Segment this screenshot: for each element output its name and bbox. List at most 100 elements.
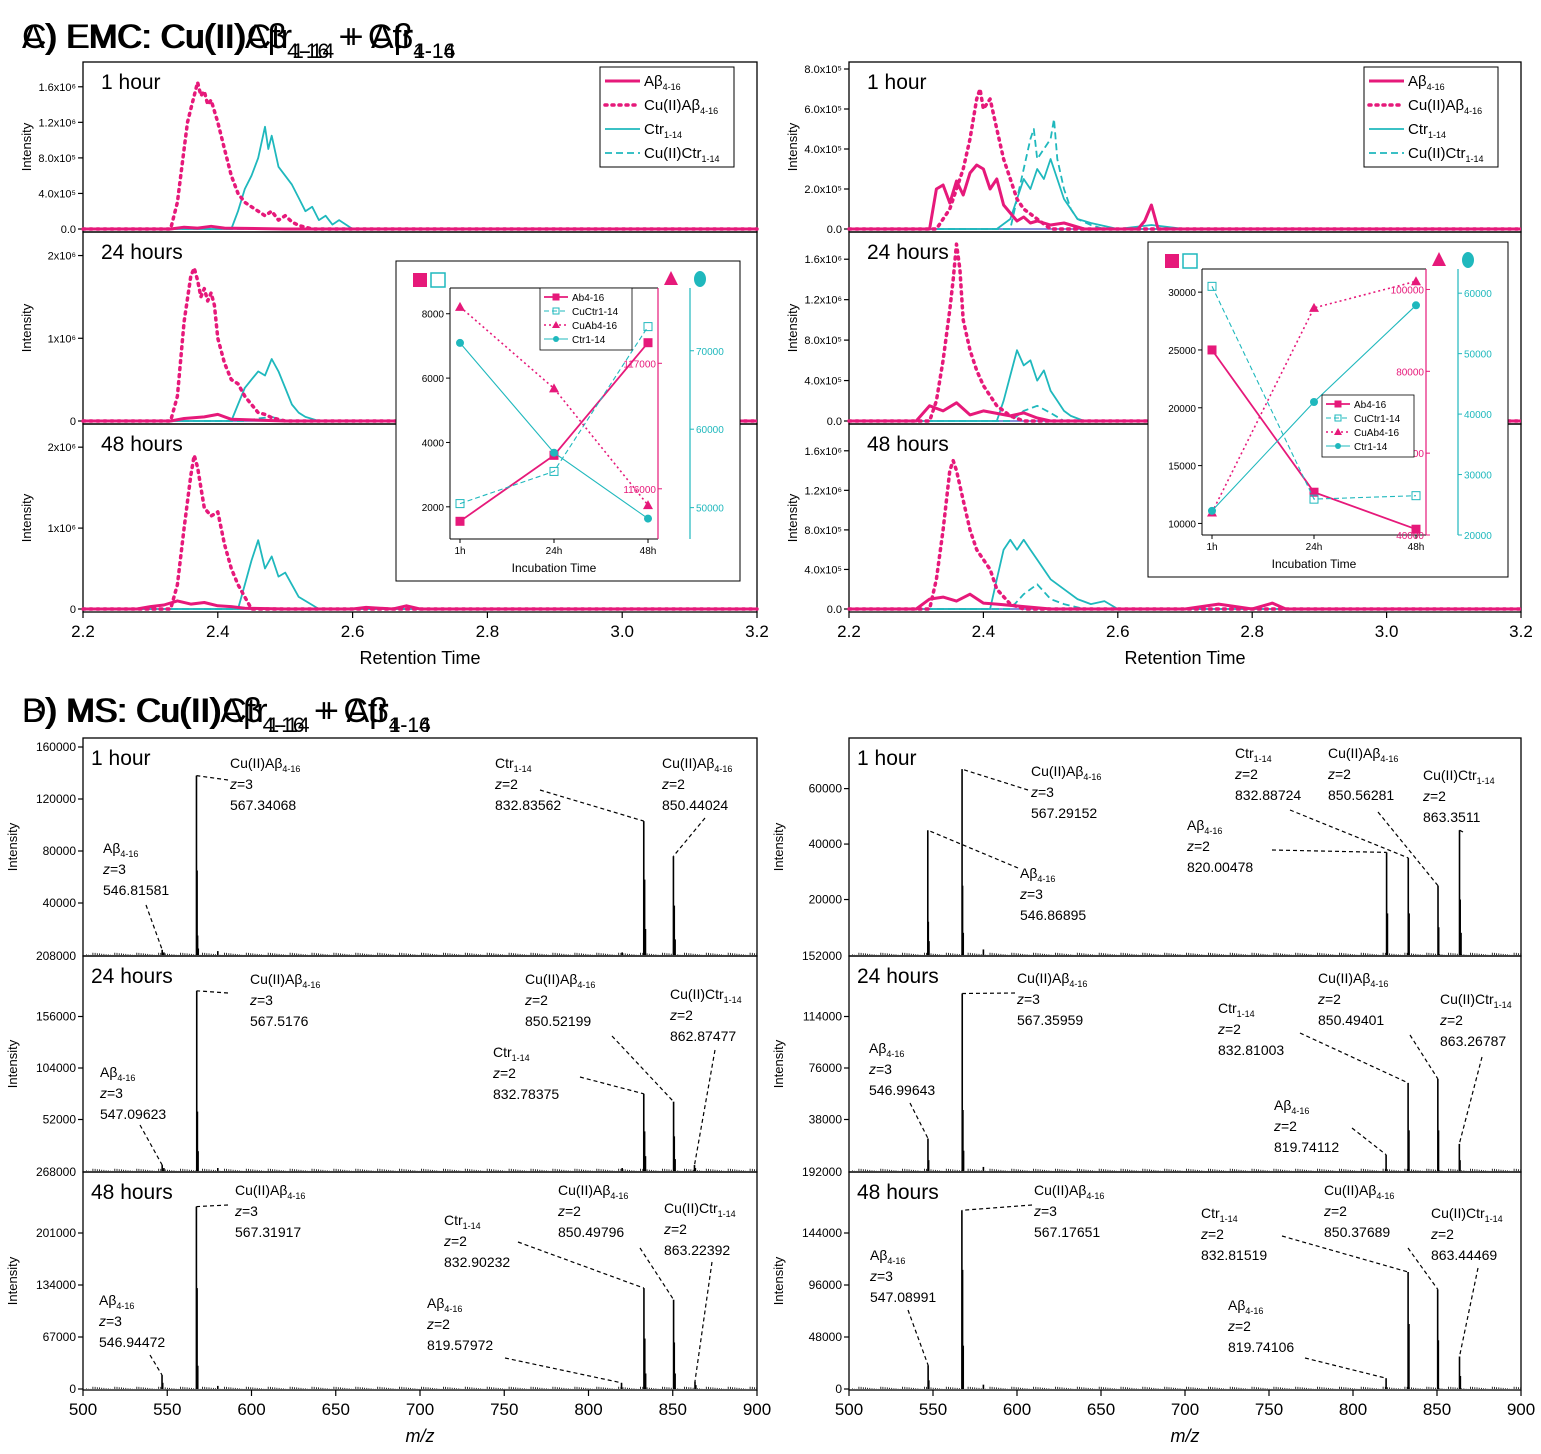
peak-species-label: Cu(II)Aβ4-16 [250, 971, 320, 990]
y-tick-label: 1x10⁶ [48, 523, 76, 535]
y-tick-label: 0.0 [827, 224, 842, 236]
peak-mz-label: 567.31917 [235, 1224, 301, 1240]
inset-cyan-tick-label: 40000 [1464, 410, 1492, 421]
series-line [81, 266, 759, 423]
inset-point [644, 514, 652, 523]
y-tick-label: 208000 [36, 949, 76, 963]
x-tick-label: 850 [1423, 1400, 1451, 1419]
triangle-marker-icon [1432, 252, 1446, 266]
x-tick-label: 3.2 [745, 622, 769, 641]
peak-mz-label: 547.09623 [100, 1106, 166, 1122]
inset-legend-entry: CuCtr1-14 [572, 307, 619, 318]
peak-species-label: Ctr1-14 [495, 755, 532, 774]
peak-charge-label: z=2 [1422, 788, 1446, 804]
emc-subplot: 0.0 2.0x10⁵ 4.0x10⁵ 6.0x10⁵ 8.0x10⁵ Intensity… [785, 61, 1523, 236]
peak-charge-label: z=3 [1019, 886, 1043, 902]
peak-species-label: Aβ4-16 [100, 1064, 135, 1083]
peak-charge-label: z=2 [426, 1316, 450, 1332]
peak-species-label: Cu(II)Ctr1-14 [1431, 1205, 1503, 1224]
peak-mz-label: 832.81003 [1218, 1042, 1284, 1058]
peak-mz-label: 547.08991 [870, 1289, 936, 1305]
inset-point [456, 338, 464, 347]
y-tick-label: 201000 [36, 1226, 76, 1240]
peak-mz-label: 819.57972 [427, 1337, 493, 1353]
y-tick-label: 1.2x10⁶ [38, 117, 76, 129]
ms-subplot: 38000 76000 114000 192000 Intensity 24 hours C… [771, 955, 1522, 1179]
plot-frame [848, 955, 1522, 1173]
inset-y-tick-label: 8000 [422, 310, 445, 321]
peak-species-label: Aβ4-16 [869, 1040, 904, 1059]
inset-pink-tick-label: 40000 [1396, 531, 1424, 542]
peak-charge-label: z=3 [229, 776, 253, 792]
inset-legend-entry: Ctr1-14 [572, 335, 606, 346]
inset-point [455, 301, 465, 311]
series-line [83, 224, 757, 231]
x-tick-label: 3.0 [610, 622, 634, 641]
annotation-leader [639, 1247, 675, 1301]
peak-mz-label: 832.78375 [493, 1086, 559, 1102]
peak-charge-label: z=3 [249, 992, 273, 1008]
subplot-time-label: 1 hour [857, 747, 917, 770]
peak-charge-label: z=2 [1439, 1012, 1463, 1028]
y-tick-label: 4.0x10⁵ [804, 564, 842, 576]
triangle-marker-icon [664, 271, 678, 285]
inset-point [1309, 494, 1319, 504]
inset-point [455, 499, 465, 509]
y-tick-label: 0.0 [827, 416, 842, 428]
annotation-leader [694, 1261, 713, 1382]
peak-mz-label: 567.34068 [230, 797, 296, 813]
peak-mz-label: 850.44024 [662, 797, 728, 813]
annotation-leader [1299, 1032, 1409, 1084]
y-tick-label: 104000 [36, 1061, 76, 1075]
inset-point [550, 448, 558, 457]
peak-species-label: Aβ4-16 [870, 1247, 905, 1266]
peak-mz-label: 850.52199 [525, 1013, 591, 1029]
y-tick-label: 6.0x10⁵ [804, 104, 842, 116]
y-axis-label: Intensity [771, 1256, 786, 1305]
inset-series-line [1211, 280, 1417, 513]
x-tick-label: 2.4 [972, 622, 996, 641]
annotation-leader [909, 1102, 929, 1139]
y-tick-label: 0 [835, 1382, 842, 1396]
annotation-leader [517, 1241, 645, 1289]
annotation-leader [579, 1076, 644, 1095]
peak-charge-label: z=2 [524, 992, 548, 1008]
annotation-leader [196, 990, 229, 994]
peak-charge-label: z=3 [869, 1268, 893, 1284]
peak-charge-label: z=3 [868, 1061, 892, 1077]
inset-legend-entry: CuAb4-16 [572, 321, 617, 332]
peak-charge-label: z=3 [99, 1085, 123, 1101]
open-square-marker-icon [1182, 253, 1198, 269]
inset-cyan-tick-label: 20000 [1464, 531, 1492, 542]
inset-point [1309, 302, 1319, 312]
x-tick-label: 700 [406, 1400, 434, 1419]
subplot-time-label: 1 hour [91, 747, 151, 770]
peak-charge-label: z=2 [663, 1221, 687, 1237]
x-tick-label: 2.2 [71, 622, 95, 641]
peak-charge-label: z=3 [1016, 991, 1040, 1007]
emc-subplot: 0.0 4.0x10⁵ 8.0x10⁵ 1.2x10⁶ 1.6x10⁶ Intensity… [19, 61, 759, 236]
x-tick-label: 2.6 [341, 622, 365, 641]
y-tick-label: 0.0 [827, 604, 842, 616]
peak-charge-label: z=2 [443, 1233, 467, 1249]
inset-y-tick-label: 10000 [1168, 519, 1196, 530]
y-tick-label: 192000 [802, 1165, 842, 1179]
plot-frame [848, 737, 1522, 957]
y-tick-label: 40000 [43, 896, 77, 910]
y-axis-label: Intensity [771, 1039, 786, 1088]
inset-series-line [1211, 286, 1417, 500]
y-tick-label: 160000 [36, 740, 76, 754]
peak-species-label: Cu(II)Aβ4-16 [662, 755, 732, 774]
y-axis-label: Intensity [785, 122, 800, 171]
peak-mz-label: 863.44469 [1431, 1247, 1497, 1263]
inset-legend-marker [1334, 414, 1342, 422]
peak-species-label: Aβ4-16 [103, 840, 138, 859]
inset-series-line [459, 326, 649, 505]
inset-x-tick-label: 48h [1408, 542, 1425, 553]
peak-species-label: Cu(II)Aβ4-16 [558, 1182, 628, 1201]
peak-species-label: Cu(II)Aβ4-16 [235, 1182, 305, 1201]
y-axis-label: Intensity [19, 122, 34, 171]
y-tick-label: 4.0x10⁵ [38, 188, 76, 200]
inset-legend-entry: Ctr1-14 [1354, 442, 1388, 453]
y-tick-label: 0 [70, 416, 76, 428]
